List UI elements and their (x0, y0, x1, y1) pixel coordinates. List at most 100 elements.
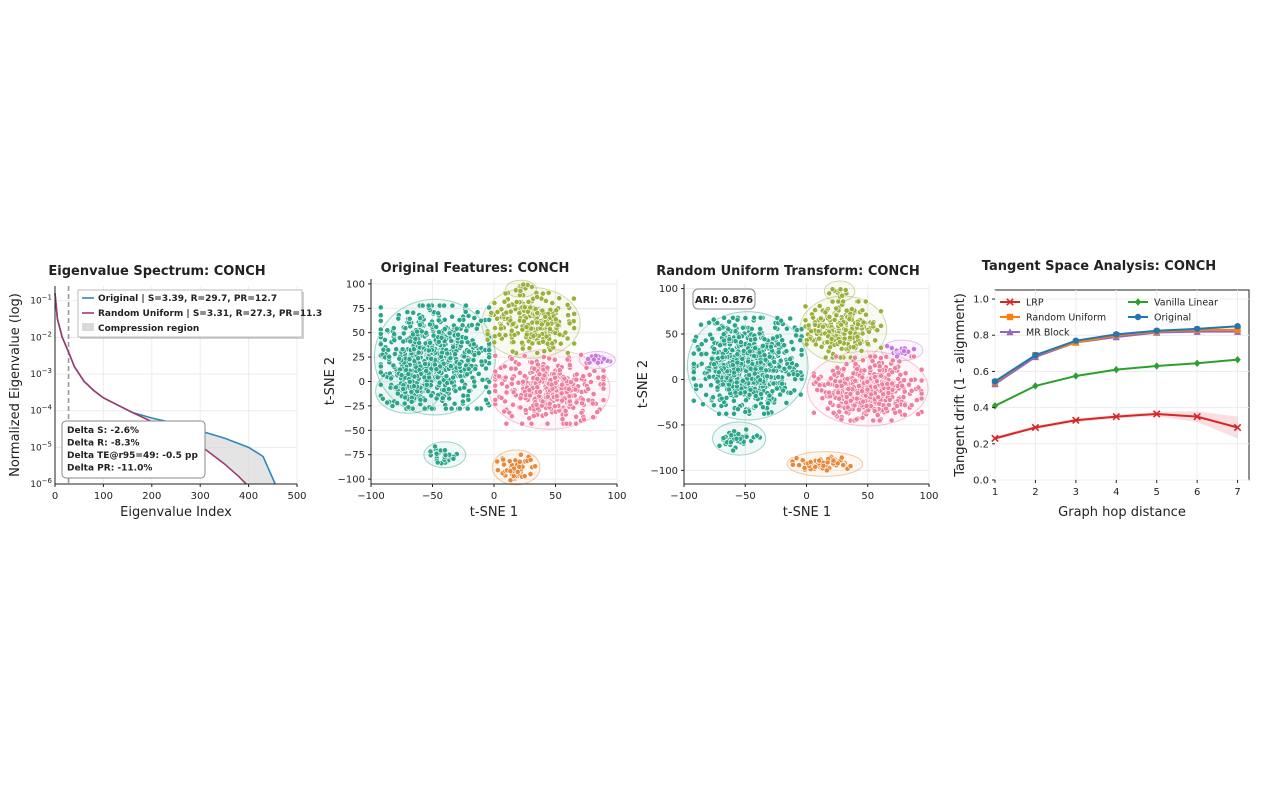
tsne-point (878, 344, 884, 351)
tsne-point (390, 325, 397, 331)
tsne-point (377, 317, 384, 324)
tsne-point (808, 328, 815, 335)
tangent-series-original (991, 322, 1241, 385)
tsne-point (889, 380, 896, 387)
tsne-point (474, 309, 481, 316)
tsne-point (552, 374, 558, 381)
tsne-point (549, 300, 556, 306)
tsne-point (827, 344, 833, 351)
tsne-point (835, 369, 842, 376)
tsne-point (858, 347, 865, 354)
tangent-xtick-label: 7 (1234, 487, 1240, 498)
tsne-point (854, 395, 860, 402)
tsne-point (510, 401, 516, 408)
tangent-ytick-label: 0.4 (973, 403, 989, 414)
tsne-point (833, 383, 840, 389)
tsne-point (508, 413, 515, 420)
tsne-point (521, 318, 527, 325)
tsne-point (521, 352, 528, 359)
tsne-point (471, 378, 478, 385)
tsne-point (505, 302, 512, 309)
tsne-point (874, 378, 880, 385)
tsne-point (394, 390, 401, 397)
tsne-point (853, 416, 860, 423)
tsne-point (391, 331, 398, 337)
tsne-point (730, 362, 736, 368)
tsne-point (453, 325, 460, 332)
tsne-point (534, 310, 541, 316)
tsne-point (488, 309, 495, 316)
tsne-point (406, 315, 413, 322)
tsne-point (747, 365, 754, 372)
tsne-point (521, 373, 528, 379)
tsne-point (866, 328, 872, 335)
tsne-point (579, 400, 585, 407)
tsne-point (414, 328, 420, 335)
tsne-point (735, 406, 741, 412)
tsne-point (746, 348, 753, 355)
tsne-point (415, 355, 421, 362)
tsne-point (585, 356, 591, 362)
tsne-point (483, 365, 489, 372)
tsne-point (559, 381, 565, 388)
tsne-point (822, 309, 829, 316)
tsne-point (547, 326, 553, 332)
tsne-point (726, 318, 732, 325)
tsne-point (406, 378, 413, 385)
tsne-point (824, 405, 831, 412)
eigen-ytick-exp: −2 (42, 330, 52, 338)
tsne-point (441, 326, 448, 332)
tangent-ytick-label: 1.0 (973, 295, 989, 306)
tsne-point (379, 395, 386, 402)
tsne-point (433, 323, 440, 330)
tsne-point (847, 334, 853, 341)
tsne-point (520, 281, 527, 288)
tsne-point (502, 332, 509, 339)
tsne-random-xlabel: t-SNE 1 (783, 505, 831, 520)
tsne-point (447, 355, 454, 362)
tsne-point (449, 302, 456, 309)
tsne-point (404, 309, 411, 315)
tsne-point (377, 381, 384, 388)
tsne-point (815, 328, 822, 335)
tsne-point (816, 382, 823, 388)
tsne-point (886, 396, 893, 403)
tsne-point (918, 390, 925, 397)
tsne-point (438, 334, 445, 341)
tsne-point (465, 348, 472, 355)
tsne-point (542, 313, 549, 320)
tsne-point (491, 333, 498, 340)
tsne-point (731, 410, 737, 417)
tsne-point (726, 386, 732, 393)
tsne-point (690, 397, 697, 404)
tsne-point (459, 322, 466, 329)
tsne-point (523, 331, 530, 338)
tsne-point (812, 463, 819, 470)
tsne-point (871, 408, 878, 414)
tsne-random-title: Random Uniform Transform: CONCH (656, 264, 919, 279)
tsne-point (918, 366, 925, 373)
legend-marker-vanilla-linear (1134, 298, 1142, 306)
tangent-ytick-label: 0.6 (973, 367, 989, 378)
tsne-point (563, 420, 570, 427)
eigen-ytick-label: 10−1 (30, 294, 52, 307)
tsne-point (743, 426, 750, 433)
tsne-point (586, 371, 593, 378)
tangent-ytick-label: 0.8 (973, 331, 989, 342)
tsne-point (527, 392, 533, 399)
tsne-point (742, 408, 749, 415)
tsne-point (872, 337, 879, 344)
tsne-point (438, 353, 445, 360)
delta-te: Delta TE@r95=49: -0.5 pp (67, 451, 198, 461)
tsne-point (529, 340, 536, 347)
tsne-point (781, 365, 788, 372)
tangent-ytick-label: 0.2 (973, 439, 989, 450)
ari-label: ARI: 0.876 (695, 295, 753, 306)
tangent-legend: LRP Random Uniform MR Block Vanilla Linear O… (1000, 298, 1218, 339)
tsne-point (590, 400, 596, 407)
tsne-point (559, 416, 566, 422)
tangent-marker-vanilla-linear (1072, 372, 1080, 380)
tsne-point (860, 398, 866, 405)
tsne-point (452, 388, 459, 394)
tsne-point (515, 361, 522, 368)
